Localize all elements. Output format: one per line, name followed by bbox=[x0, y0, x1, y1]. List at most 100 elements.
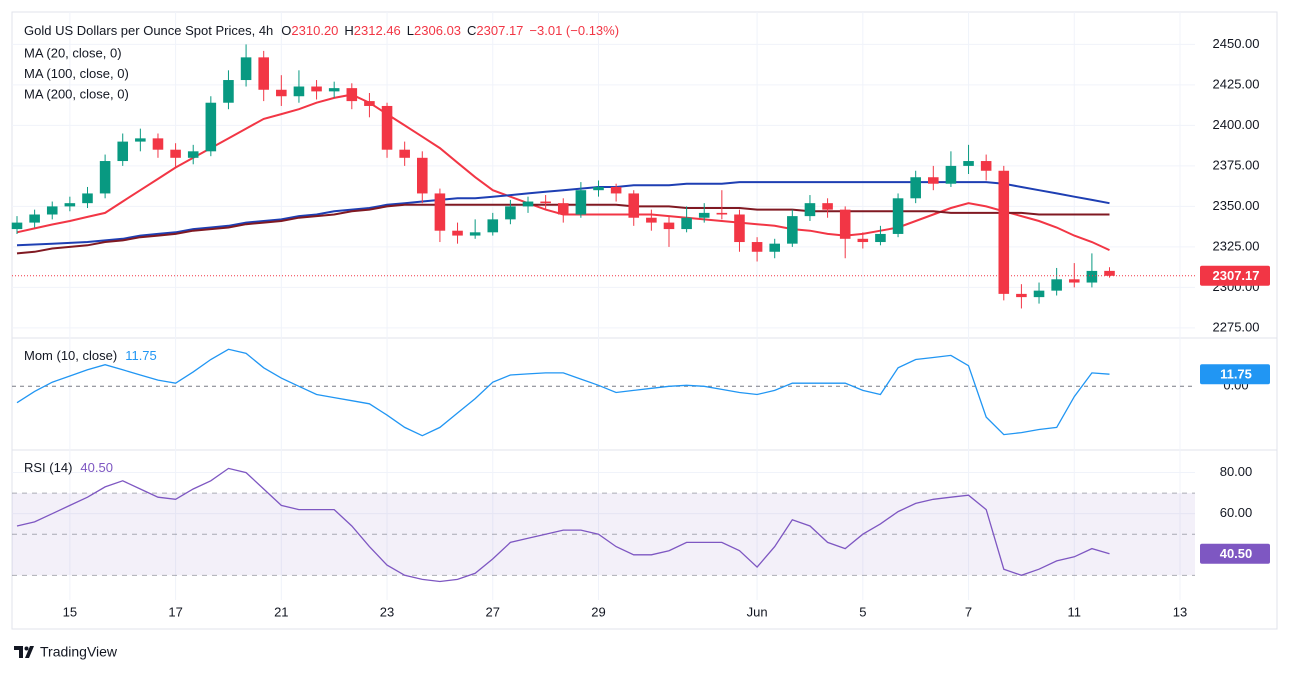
candle-body bbox=[1104, 270, 1115, 276]
candle-body bbox=[610, 186, 622, 194]
candle-body bbox=[628, 193, 640, 218]
x-tick-label: 7 bbox=[965, 604, 972, 619]
logo-dot bbox=[24, 646, 29, 651]
x-tick-label: 29 bbox=[591, 604, 605, 619]
candle-body bbox=[910, 177, 921, 199]
x-tick-label: 15 bbox=[63, 604, 77, 619]
candle-body bbox=[1051, 279, 1062, 291]
logo-mark bbox=[14, 646, 34, 658]
candle-body bbox=[787, 216, 798, 244]
candle-body bbox=[328, 88, 340, 92]
candle-body bbox=[1016, 293, 1027, 298]
candle-body bbox=[170, 149, 181, 158]
change: −3.01 (−0.13%) bbox=[529, 23, 619, 38]
candle-body bbox=[311, 86, 322, 92]
candle-body bbox=[399, 149, 410, 158]
moving-average bbox=[16, 181, 1110, 247]
y-tick-label: 80.00 bbox=[1220, 464, 1253, 479]
candle-body bbox=[751, 242, 763, 252]
x-tick-label: 23 bbox=[380, 604, 394, 619]
y-tick-label: 2400.00 bbox=[1213, 117, 1260, 132]
legend-entry: MA (100, close, 0) bbox=[24, 66, 129, 81]
candle-body bbox=[681, 217, 692, 230]
frame bbox=[11, 11, 1278, 630]
candle-body bbox=[557, 203, 569, 215]
candle-body bbox=[99, 161, 111, 194]
price-badge bbox=[1200, 543, 1270, 564]
candle-body bbox=[945, 165, 957, 184]
candle-body bbox=[29, 214, 40, 223]
candle-body bbox=[522, 201, 534, 207]
ohlc-key: L bbox=[407, 23, 414, 38]
ohlc-value: 2307.17 bbox=[476, 23, 523, 38]
x-tick-label: 21 bbox=[274, 604, 288, 619]
candle-body bbox=[839, 209, 851, 239]
candle-body bbox=[822, 203, 833, 210]
x-tick-label: 27 bbox=[486, 604, 500, 619]
candle-body bbox=[487, 219, 499, 233]
candle-body bbox=[187, 151, 199, 158]
candle-body bbox=[1068, 279, 1080, 283]
candle-body bbox=[769, 243, 780, 252]
candle-body bbox=[293, 86, 305, 97]
indicator-line bbox=[16, 348, 1110, 437]
candle-body bbox=[928, 177, 939, 184]
indicator-line bbox=[16, 467, 1110, 583]
candle-body bbox=[998, 170, 1010, 294]
candle-body bbox=[804, 203, 816, 217]
candle-body bbox=[434, 193, 446, 231]
x-tick-label: 13 bbox=[1173, 604, 1187, 619]
candle-body bbox=[64, 203, 76, 207]
candle-body bbox=[152, 138, 164, 150]
y-tick-label: 2450.00 bbox=[1213, 36, 1260, 51]
candle-body bbox=[346, 88, 358, 102]
candle-body bbox=[46, 206, 58, 215]
candle-body bbox=[575, 190, 587, 215]
y-tick-label: 2350.00 bbox=[1213, 198, 1260, 213]
indicator-legend: Mom (10, close) 11.75 bbox=[24, 348, 157, 363]
y-tick-label: 2425.00 bbox=[1213, 76, 1260, 91]
y-tick-label: 2325.00 bbox=[1213, 238, 1260, 253]
candle-body bbox=[646, 217, 657, 223]
candle-body bbox=[240, 57, 252, 81]
legend-entry: MA (200, close, 0) bbox=[24, 86, 129, 101]
candle-body bbox=[875, 233, 886, 243]
candle-body bbox=[734, 214, 745, 243]
candle-body bbox=[857, 238, 869, 243]
candle-body bbox=[698, 212, 710, 218]
ohlc-key: O bbox=[281, 23, 291, 38]
candle-body bbox=[716, 212, 728, 215]
candle-body bbox=[593, 186, 604, 191]
chart-title: Gold US Dollars per Ounce Spot Prices, 4… bbox=[24, 23, 619, 38]
tradingview-logo: TradingView bbox=[14, 644, 118, 660]
indicator-value: 11.75 bbox=[125, 348, 157, 363]
indicator-name: RSI (14) bbox=[24, 460, 72, 475]
price-badge bbox=[1200, 364, 1270, 385]
candle-body bbox=[117, 141, 129, 162]
legend-entry: MA (20, close, 0) bbox=[24, 45, 122, 60]
ohlc-key: C bbox=[467, 23, 476, 38]
candle-body bbox=[963, 161, 974, 166]
y-tick-label: 60.00 bbox=[1220, 505, 1253, 520]
candle-body bbox=[1033, 290, 1045, 298]
price-badge-label: 2307.17 bbox=[1213, 268, 1260, 283]
price-badge-label: 11.75 bbox=[1220, 367, 1252, 382]
ohlc-value: 2310.20 bbox=[291, 23, 338, 38]
candle-body bbox=[980, 161, 992, 171]
candle-body bbox=[892, 198, 904, 234]
x-tick-label: 17 bbox=[168, 604, 182, 619]
candle-body bbox=[276, 89, 287, 97]
ohlc-value: 2312.46 bbox=[354, 23, 401, 38]
candle-body bbox=[540, 201, 551, 204]
y-tick-label: 2275.00 bbox=[1213, 319, 1260, 334]
indicator-value: 40.50 bbox=[80, 460, 113, 475]
candle-body bbox=[1086, 270, 1098, 283]
candle-body bbox=[417, 157, 428, 194]
candle-body bbox=[452, 230, 463, 236]
indicator-name: Mom (10, close) bbox=[24, 348, 117, 363]
y-tick-label: 2375.00 bbox=[1213, 157, 1260, 172]
candle-body bbox=[205, 102, 217, 152]
ohlc-key: H bbox=[344, 23, 353, 38]
